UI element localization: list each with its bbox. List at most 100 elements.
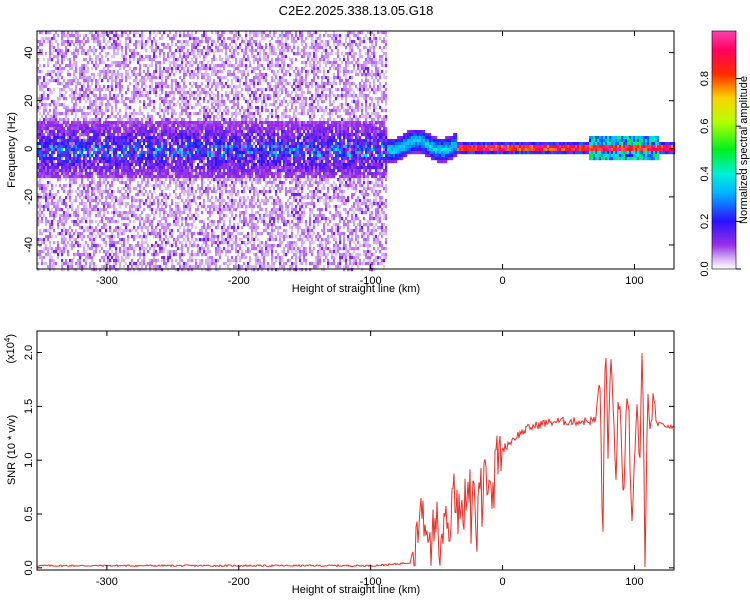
spectrogram-cell	[45, 130, 48, 134]
spectrogram-cell	[227, 133, 230, 137]
spectrogram-cell	[221, 142, 224, 146]
spectrogram-cell	[115, 46, 118, 50]
spectrogram-cell	[99, 199, 102, 203]
spectrogram-cell	[171, 136, 174, 140]
spectrogram-cell	[207, 256, 210, 260]
spectrogram-cell	[97, 223, 100, 227]
spectrogram-cell	[79, 169, 82, 173]
spectrogram-cell	[225, 58, 228, 62]
spectrogram-cell	[177, 88, 180, 92]
spectrogram-cell	[67, 193, 70, 197]
spectrogram-cell	[67, 112, 70, 116]
spectrogram-cell	[165, 199, 168, 203]
spectrogram-cell	[99, 85, 102, 89]
spectrogram-cell	[153, 199, 156, 203]
spectrogram-cell	[111, 217, 114, 221]
spectrogram-cell	[193, 130, 196, 134]
spectrogram-cell	[207, 124, 210, 128]
spectrogram-cell	[161, 151, 164, 155]
spectrogram-cell	[89, 97, 92, 101]
spectrogram-cell	[103, 67, 106, 71]
spectrogram-cell	[197, 214, 200, 218]
spectrogram-cell	[105, 208, 108, 212]
spectrogram-cell	[201, 124, 204, 128]
spectrogram-cell	[105, 145, 108, 149]
spectrogram-cell	[63, 85, 66, 89]
spectrogram-cell	[187, 157, 190, 161]
spectrogram-cell	[201, 229, 204, 233]
spectrogram-cell	[115, 211, 118, 215]
spectrogram-cell	[169, 49, 172, 53]
spectrogram-cell	[59, 247, 62, 251]
spectrogram-cell	[193, 148, 196, 152]
spectrogram-cell	[231, 52, 234, 56]
spectrogram-cell	[117, 178, 120, 182]
spectrogram-cell	[217, 40, 220, 44]
spectrogram-cell	[173, 214, 176, 218]
spectrogram-cell	[41, 94, 44, 98]
spectrogram-cell	[163, 211, 166, 215]
spectrogram-cell	[49, 235, 52, 239]
spectrogram-cell	[71, 127, 74, 131]
spectrogram-cell	[41, 121, 44, 125]
spectrogram-cell	[95, 85, 98, 89]
spectrogram-cell	[175, 202, 178, 206]
spectrogram-cell	[61, 259, 64, 263]
spectrogram-cell	[45, 139, 48, 143]
spectrogram-cell	[155, 91, 158, 95]
spectrogram-cell	[91, 262, 94, 266]
spectrogram-cell	[173, 151, 176, 155]
spectrogram-cell	[103, 208, 106, 212]
spectrogram-cell	[57, 205, 60, 209]
spectrogram-cell	[77, 187, 80, 191]
spectrogram-cell	[37, 262, 40, 266]
spectrogram-cell	[191, 148, 194, 152]
spectrogram-cell	[103, 154, 106, 158]
spectrogram-cell	[223, 247, 226, 251]
spectrogram-cell	[83, 64, 86, 68]
spectrogram-cell	[201, 211, 204, 215]
spectrogram-cell	[111, 43, 114, 47]
spectrogram-cell	[157, 202, 160, 206]
spectrogram-cell	[231, 106, 234, 110]
spectrogram-cell	[123, 193, 126, 197]
spectrogram-cell	[173, 253, 176, 257]
spectrogram-cell	[123, 241, 126, 245]
spectrogram-cell	[197, 172, 200, 176]
spectrogram-cell	[227, 130, 230, 134]
spectrogram-cell	[183, 184, 186, 188]
spectrogram-cell	[91, 136, 94, 140]
spectrogram-cell	[171, 163, 174, 167]
spectrogram-cell	[155, 178, 158, 182]
spectrogram-cell	[227, 112, 230, 116]
spectrogram-cell	[119, 265, 122, 269]
spectrogram-cell	[221, 166, 224, 170]
spectrogram-cell	[109, 121, 112, 125]
spectrogram-cell	[85, 196, 88, 200]
spectrogram-cell	[113, 160, 116, 164]
spectrogram-cell	[173, 154, 176, 158]
spectrogram-cell	[51, 226, 54, 230]
spectrogram-cell	[133, 100, 136, 104]
spectrogram-cell	[97, 64, 100, 68]
spectrogram-cell	[65, 259, 68, 263]
spectrogram-cell	[161, 142, 164, 146]
spectrogram-cell	[137, 265, 140, 269]
spectrogram-cell	[139, 127, 142, 131]
spectrogram-cell	[119, 226, 122, 230]
spectrogram-cell	[81, 184, 84, 188]
spectrogram-cell	[155, 208, 158, 212]
spectrogram-cell	[191, 253, 194, 257]
spectrogram-cell	[167, 172, 170, 176]
spectrogram-cell	[107, 34, 110, 38]
spectrogram-cell	[225, 181, 228, 185]
spectrogram-cell	[145, 172, 148, 176]
spectrogram-cell	[137, 85, 140, 89]
spectrogram-cell	[195, 238, 198, 242]
spectrogram-cell	[53, 121, 56, 125]
spectrogram-cell	[179, 124, 182, 128]
spectrogram-cell	[229, 268, 232, 272]
spectrogram-cell	[101, 70, 104, 74]
spectrogram-cell	[101, 61, 104, 65]
spectrogram-cell	[87, 178, 90, 182]
